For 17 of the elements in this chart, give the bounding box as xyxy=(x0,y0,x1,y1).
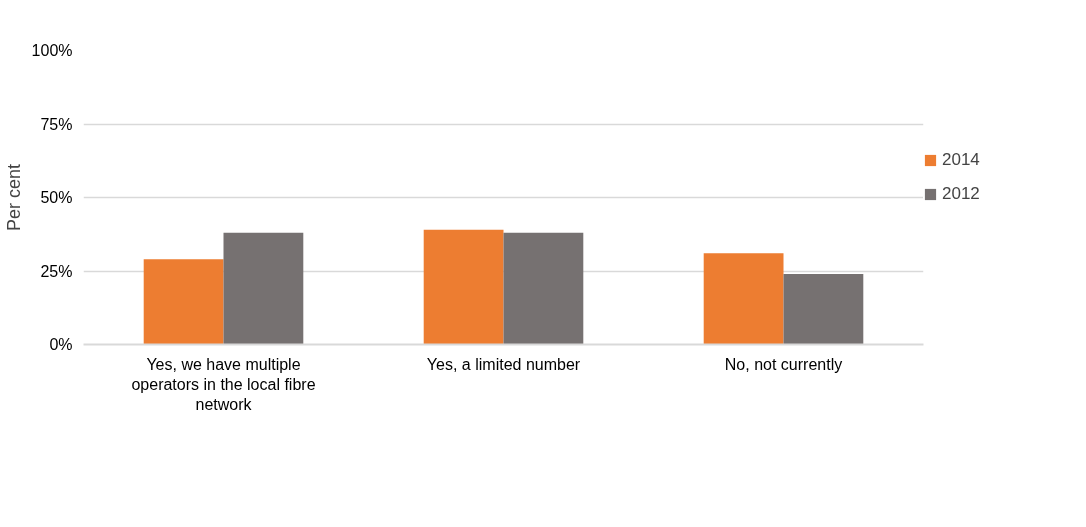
x-tick-label: Yes, we have multiple operators in the local fibre network xyxy=(131,355,316,414)
y-tick-label: 0% xyxy=(49,336,73,353)
y-tick-label: 100% xyxy=(31,42,73,59)
legend-label: 2012 xyxy=(942,184,981,204)
y-axis-title: Per cent xyxy=(3,163,24,232)
bar xyxy=(223,232,304,345)
legend-label: 2014 xyxy=(942,150,981,170)
bar xyxy=(503,232,584,345)
bar xyxy=(703,253,784,345)
bar xyxy=(783,273,864,345)
y-tick-label: 75% xyxy=(40,115,73,133)
bar xyxy=(143,259,224,345)
x-tick-label: No, not currently xyxy=(724,355,843,373)
x-tick-label: Yes, a limited number xyxy=(426,355,581,373)
bar xyxy=(423,229,504,345)
y-tick-label: 25% xyxy=(40,262,73,280)
y-tick-label: 50% xyxy=(40,189,73,206)
